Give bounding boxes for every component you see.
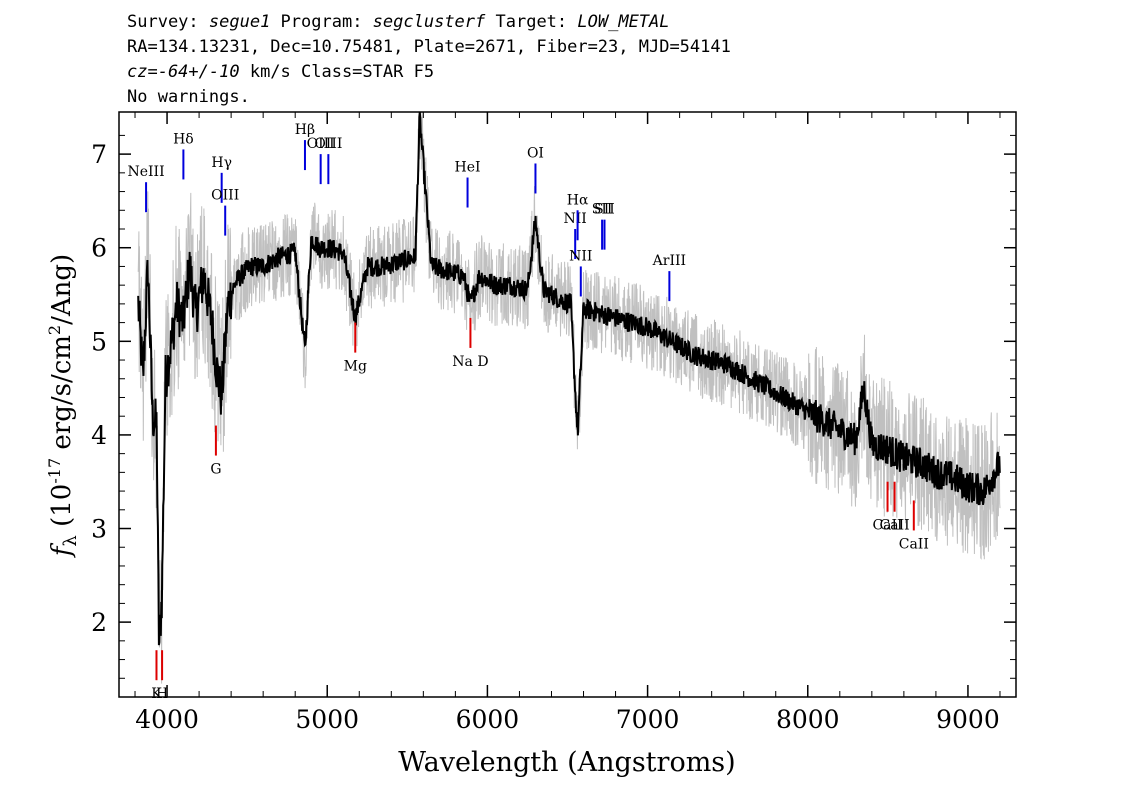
header-line-class: cz=-64+/-10 km/s Class=STAR F5 <box>127 62 434 82</box>
line-marker-label-4: Hβ <box>295 122 315 138</box>
line-marker-label-21: CaII <box>880 518 910 534</box>
line-marker-label-8: OI <box>527 145 544 161</box>
line-marker-label-5: OIII <box>307 136 335 152</box>
line-marker-label-7: HeI <box>455 160 481 176</box>
x-tick-label-5: 9000 <box>936 705 1000 734</box>
line-marker-label-0: NeIII <box>127 164 164 180</box>
y-tick-label-4: 6 <box>91 234 107 263</box>
y-tick-label-3: 5 <box>91 327 107 356</box>
line-marker-label-20: CaII <box>872 518 902 534</box>
line-marker-label-12: SII <box>592 202 613 218</box>
header-line-survey: Survey: segue1 Program: segclusterf Targ… <box>127 12 670 32</box>
line-markers-group: NeIIIHδHγOIIIHβOIIIOIIIHeIOINIIHαNIISIIS… <box>127 122 928 702</box>
line-marker-label-3: OIII <box>211 188 239 204</box>
line-marker-label-2: Hγ <box>211 155 232 171</box>
x-tick-label-3: 7000 <box>616 705 680 734</box>
line-marker-label-10: Hα <box>567 192 589 208</box>
program-label: Program: <box>270 12 373 32</box>
x-axis-label: Wavelength (Angstroms) <box>398 747 735 778</box>
line-marker-label-1: Hδ <box>173 131 194 147</box>
survey-label: Survey: <box>127 12 209 32</box>
line-marker-label-11: NII <box>569 248 592 264</box>
plot-frame <box>118 111 1017 698</box>
y-axis-ticks: 2 3 4 5 6 7 <box>91 134 1016 679</box>
y-tick-label-2: 4 <box>91 421 107 450</box>
error-band-line <box>137 111 1001 684</box>
line-marker-label-17: G <box>210 462 221 478</box>
x-tick-label-1: 5000 <box>295 705 359 734</box>
line-marker-label-16: H <box>156 686 168 702</box>
header-line-warnings: No warnings. <box>127 87 250 107</box>
flux-line <box>137 111 1001 646</box>
x-tick-label-4: 8000 <box>776 705 840 734</box>
line-marker-label-22: CaII <box>899 536 929 552</box>
y-tick-label-5: 7 <box>91 140 107 169</box>
y-tick-label-0: 2 <box>91 608 107 637</box>
y-axis-label: fλ (10-17 erg/s/cm2/Ang) <box>45 254 81 558</box>
target-label: Target: <box>485 12 578 32</box>
class-value: km/s Class=STAR F5 <box>239 62 435 82</box>
line-marker-label-6: OIII <box>314 136 342 152</box>
error-band-group <box>137 111 1001 684</box>
line-marker-label-15: K <box>151 686 162 702</box>
x-tick-label-0: 4000 <box>135 705 199 734</box>
line-marker-label-13: SII <box>594 202 615 218</box>
cz-value: cz=-64+/-10 <box>127 62 240 82</box>
target-value: LOW_METAL <box>577 12 670 32</box>
header-line-coords: RA=134.13231, Dec=10.75481, Plate=2671, … <box>127 37 731 57</box>
line-marker-label-18: Mg <box>344 359 367 375</box>
program-value: segclusterf <box>372 12 486 32</box>
flux-series-group <box>137 111 1001 646</box>
line-marker-label-14: ArIII <box>652 253 686 269</box>
line-marker-label-9: NII <box>564 211 587 227</box>
x-tick-label-2: 6000 <box>456 705 520 734</box>
survey-value: segue1 <box>208 12 271 32</box>
line-marker-label-19: Na D <box>452 354 488 370</box>
y-tick-label-1: 3 <box>91 515 107 544</box>
x-axis-ticks: 4000 5000 6000 7000 8000 9000 <box>134 112 1001 734</box>
